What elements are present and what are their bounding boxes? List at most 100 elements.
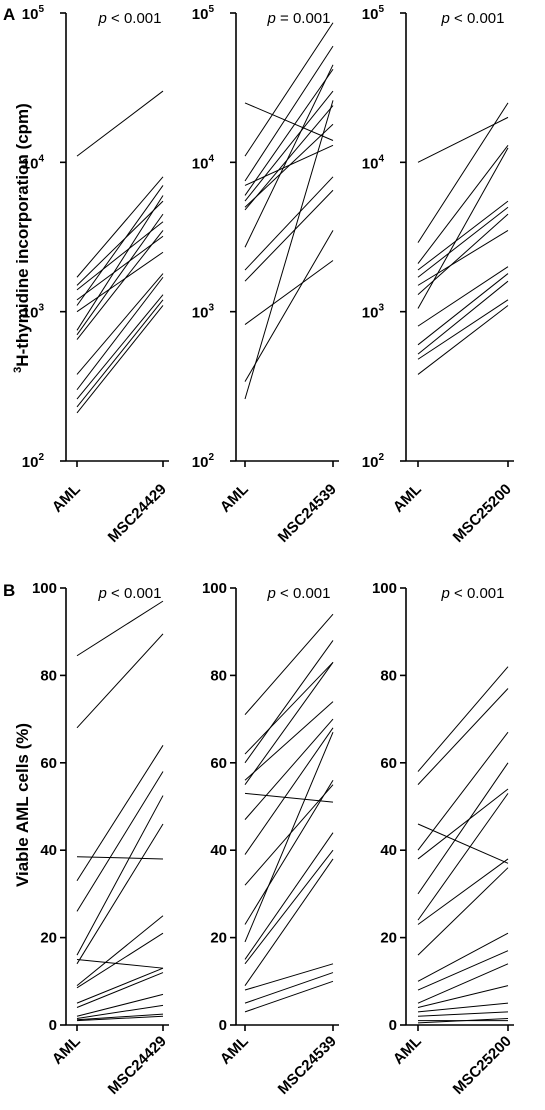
y-tick-label-exponent: 3 [378, 303, 384, 314]
y-tick-label: 40 [380, 842, 397, 859]
y-tick-label: 104 [362, 153, 385, 172]
paired-sample-line [76, 771, 164, 912]
paired-sample-line [417, 1011, 509, 1017]
y-tick-label-exponent: 4 [208, 153, 214, 164]
y-tick-label-base: 10 [362, 155, 379, 172]
p-value-symbol: p [441, 10, 450, 27]
y-tick-label-exponent: 3 [38, 303, 44, 314]
p-value-symbol: p [98, 585, 107, 602]
paired-sample-line [76, 273, 164, 375]
paired-sample-line [244, 260, 334, 325]
paired-sample-line [244, 780, 334, 925]
y-tick-label: 0 [49, 1017, 57, 1034]
y-tick-label: 20 [40, 930, 57, 947]
y-tick-label-base: 10 [362, 6, 379, 23]
y-tick-label: 102 [192, 452, 215, 471]
paired-sample-line [76, 276, 164, 391]
y-tick-label: 103 [192, 303, 215, 322]
paired-sample-line [76, 915, 164, 987]
p-value-text: < 0.001 [450, 585, 505, 602]
paired-sample-line [244, 701, 334, 781]
paired-sample-line [76, 235, 164, 301]
paired-sample-line [417, 200, 509, 271]
y-tick-label-exponent: 2 [208, 452, 214, 463]
paired-sample-line [244, 972, 334, 1004]
x-category-label: AML [390, 481, 425, 516]
paired-sample-line [417, 950, 509, 991]
paired-sample-line [417, 116, 509, 163]
panel-a-y-axis-label: 3H-thymidine incorporation (cpm) [12, 103, 32, 373]
y-tick-label-base: 10 [192, 155, 209, 172]
paired-sample-line [417, 102, 509, 243]
paired-sample-line [244, 22, 334, 157]
paired-sample-line [244, 176, 334, 271]
paired-sample-line [244, 189, 334, 282]
panel-letter-b: B [3, 581, 15, 600]
x-category-label: MSC24539 [275, 481, 340, 546]
y-tick-label: 100 [202, 580, 227, 597]
paired-sample-line [417, 229, 509, 286]
paired-sample-line [244, 792, 334, 803]
y-tick-label: 0 [389, 1017, 397, 1034]
y-tick-label-base: 10 [192, 6, 209, 23]
y-tick-label: 100 [372, 580, 397, 597]
y-tick-label-exponent: 5 [38, 4, 44, 15]
y-tick-label-exponent: 5 [378, 4, 384, 15]
panel-a-y-axis-label-text: H-thymidine incorporation (cpm) [13, 103, 32, 367]
paired-sample-line [417, 213, 509, 296]
paired-sample-line [244, 640, 334, 764]
p-value-label: p = 0.001 [267, 10, 331, 27]
y-tick-label-base: 10 [362, 305, 379, 322]
paired-sample-line [76, 213, 164, 336]
y-tick-label: 100 [32, 580, 57, 597]
y-tick-label-exponent: 4 [378, 153, 384, 164]
paired-sample-line [417, 147, 509, 309]
y-tick-label: 60 [40, 755, 57, 772]
p-value-text: < 0.001 [450, 10, 505, 27]
y-tick-label: 40 [210, 842, 227, 859]
paired-sample-line [76, 993, 164, 1017]
y-tick-label: 103 [22, 303, 45, 322]
paired-sample-line [76, 795, 164, 956]
y-tick-label: 104 [22, 153, 45, 172]
paired-sample-line [76, 958, 164, 969]
paired-sample-line [417, 688, 509, 785]
paired-sample-line [244, 100, 334, 400]
x-category-label: MSC24429 [105, 481, 170, 546]
paired-sample-line [244, 858, 334, 986]
y-tick-label-base: 10 [362, 454, 379, 471]
paired-sample-line [244, 230, 334, 382]
p-value-text: < 0.001 [107, 585, 162, 602]
paired-sample-line [244, 963, 334, 991]
y-tick-label: 102 [22, 452, 45, 471]
paired-sample-line [417, 867, 509, 956]
paired-sample-line [76, 294, 164, 400]
paired-sample-line [76, 200, 164, 286]
paired-sample-line [244, 90, 334, 202]
y-tick-label: 20 [380, 930, 397, 947]
panel-b-y-axis-label: Viable AML cells (%) [13, 723, 32, 887]
p-value-symbol: p [267, 10, 276, 27]
paired-sample-line [76, 176, 164, 278]
x-category-label: MSC24539 [275, 1033, 340, 1098]
paired-sample-line [417, 299, 509, 360]
paired-sample-line [244, 718, 334, 820]
paired-sample-line [244, 102, 334, 141]
y-tick-label: 102 [362, 452, 385, 471]
paired-sample-line [244, 832, 334, 960]
paired-sample-line [417, 280, 509, 355]
x-category-label: AML [217, 1033, 252, 1068]
y-tick-label: 105 [362, 4, 385, 23]
paired-sample-line [76, 600, 164, 657]
paired-sample-line [244, 732, 334, 943]
y-tick-label-exponent: 2 [378, 452, 384, 463]
paired-sample-line [417, 793, 509, 921]
p-value-text: = 0.001 [276, 10, 331, 27]
paired-sample-line [76, 745, 164, 882]
paired-sample-line [244, 849, 334, 965]
paired-sample-line [76, 90, 164, 157]
